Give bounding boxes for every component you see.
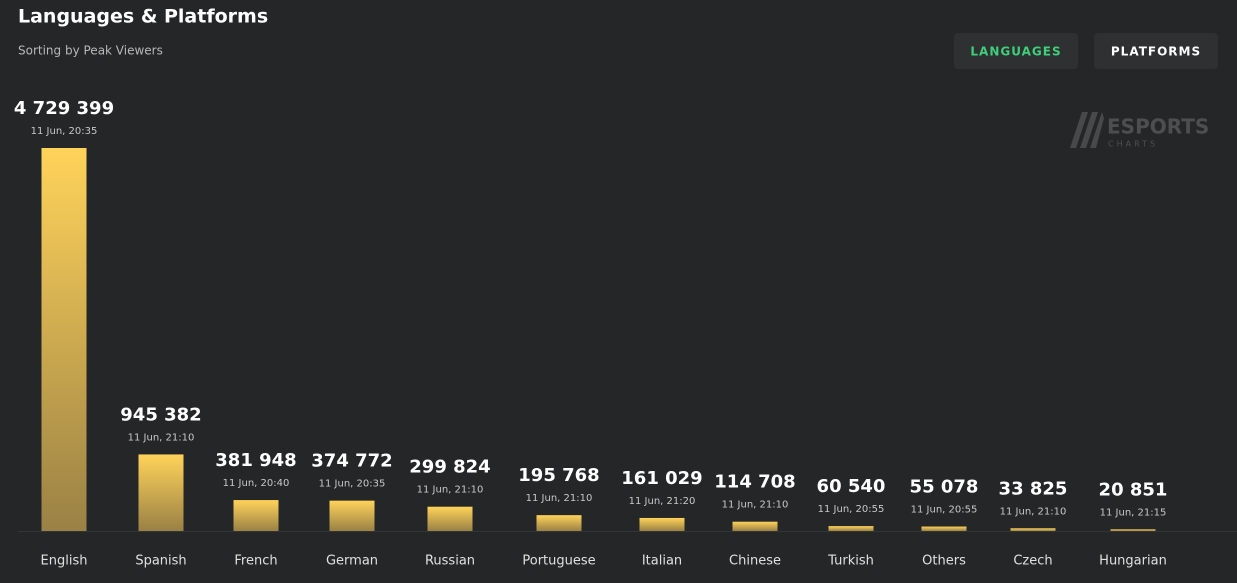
peak-time: 11 Jun, 21:10 xyxy=(526,493,593,504)
peak-time: 11 Jun, 21:10 xyxy=(128,432,195,443)
peak-time: 11 Jun, 21:10 xyxy=(1000,506,1067,517)
value-label: 381 948 xyxy=(215,450,296,471)
peak-time: 11 Jun, 20:55 xyxy=(818,504,885,515)
subtitle: Sorting by Peak Viewers xyxy=(18,44,163,58)
value-label: 4 729 399 xyxy=(14,98,114,119)
x-tick-label: Spanish xyxy=(135,554,186,569)
watermark-text: ESPORTS xyxy=(1107,115,1209,139)
tab-background xyxy=(954,33,1078,69)
bar xyxy=(1110,529,1156,531)
x-tick-label: Turkish xyxy=(827,554,874,569)
x-tick-label: French xyxy=(234,554,277,569)
peak-time: 11 Jun, 21:10 xyxy=(417,485,484,496)
bar xyxy=(427,506,473,531)
peak-time: 11 Jun, 21:20 xyxy=(629,496,696,507)
value-label: 299 824 xyxy=(409,457,490,478)
peak-time: 11 Jun, 20:35 xyxy=(319,479,386,490)
x-tick-label: English xyxy=(41,554,88,569)
bar xyxy=(138,454,184,531)
x-tick-label: Hungarian xyxy=(1099,554,1167,569)
x-tick-label: Chinese xyxy=(729,554,781,569)
x-tick-label: Others xyxy=(922,554,966,569)
bar xyxy=(921,526,967,531)
bar xyxy=(233,500,279,531)
peak-time: 11 Jun, 21:15 xyxy=(1100,507,1167,518)
peak-time: 11 Jun, 20:55 xyxy=(911,505,978,516)
bar xyxy=(639,517,685,531)
chart-title: Languages & Platforms xyxy=(18,6,268,28)
value-label: 114 708 xyxy=(714,472,795,493)
value-label: 33 825 xyxy=(999,478,1068,499)
watermark-logo xyxy=(1070,112,1104,148)
bar xyxy=(828,526,874,531)
bar xyxy=(41,148,87,531)
watermark-text: CHARTS xyxy=(1108,140,1158,149)
x-tick-label: Portuguese xyxy=(522,554,595,569)
bar xyxy=(732,521,778,531)
bar xyxy=(536,515,582,531)
peak-time: 11 Jun, 21:10 xyxy=(722,500,789,511)
bar xyxy=(1010,528,1056,531)
value-label: 55 078 xyxy=(910,477,979,498)
x-tick-label: Italian xyxy=(642,554,682,569)
value-label: 20 851 xyxy=(1099,479,1168,500)
bar xyxy=(329,500,375,531)
languages-tab[interactable]: LANGUAGES xyxy=(954,33,1078,69)
value-label: 60 540 xyxy=(817,476,886,497)
peak-time: 11 Jun, 20:40 xyxy=(223,478,290,489)
value-label: 374 772 xyxy=(311,451,392,472)
value-label: 161 029 xyxy=(621,468,702,489)
platforms-tab[interactable]: PLATFORMS xyxy=(1094,33,1218,69)
value-label: 945 382 xyxy=(120,404,201,425)
tab-label[interactable]: LANGUAGES xyxy=(970,45,1061,59)
x-tick-label: Czech xyxy=(1013,554,1052,569)
x-tick-label: Russian xyxy=(425,554,475,569)
x-tick-label: German xyxy=(326,554,378,569)
watermark: ESPORTS CHARTS xyxy=(1070,112,1209,149)
value-label: 195 768 xyxy=(518,465,599,486)
peak-time: 11 Jun, 20:35 xyxy=(31,126,98,137)
tab-label[interactable]: PLATFORMS xyxy=(1111,45,1201,59)
tab-background xyxy=(1094,33,1218,69)
